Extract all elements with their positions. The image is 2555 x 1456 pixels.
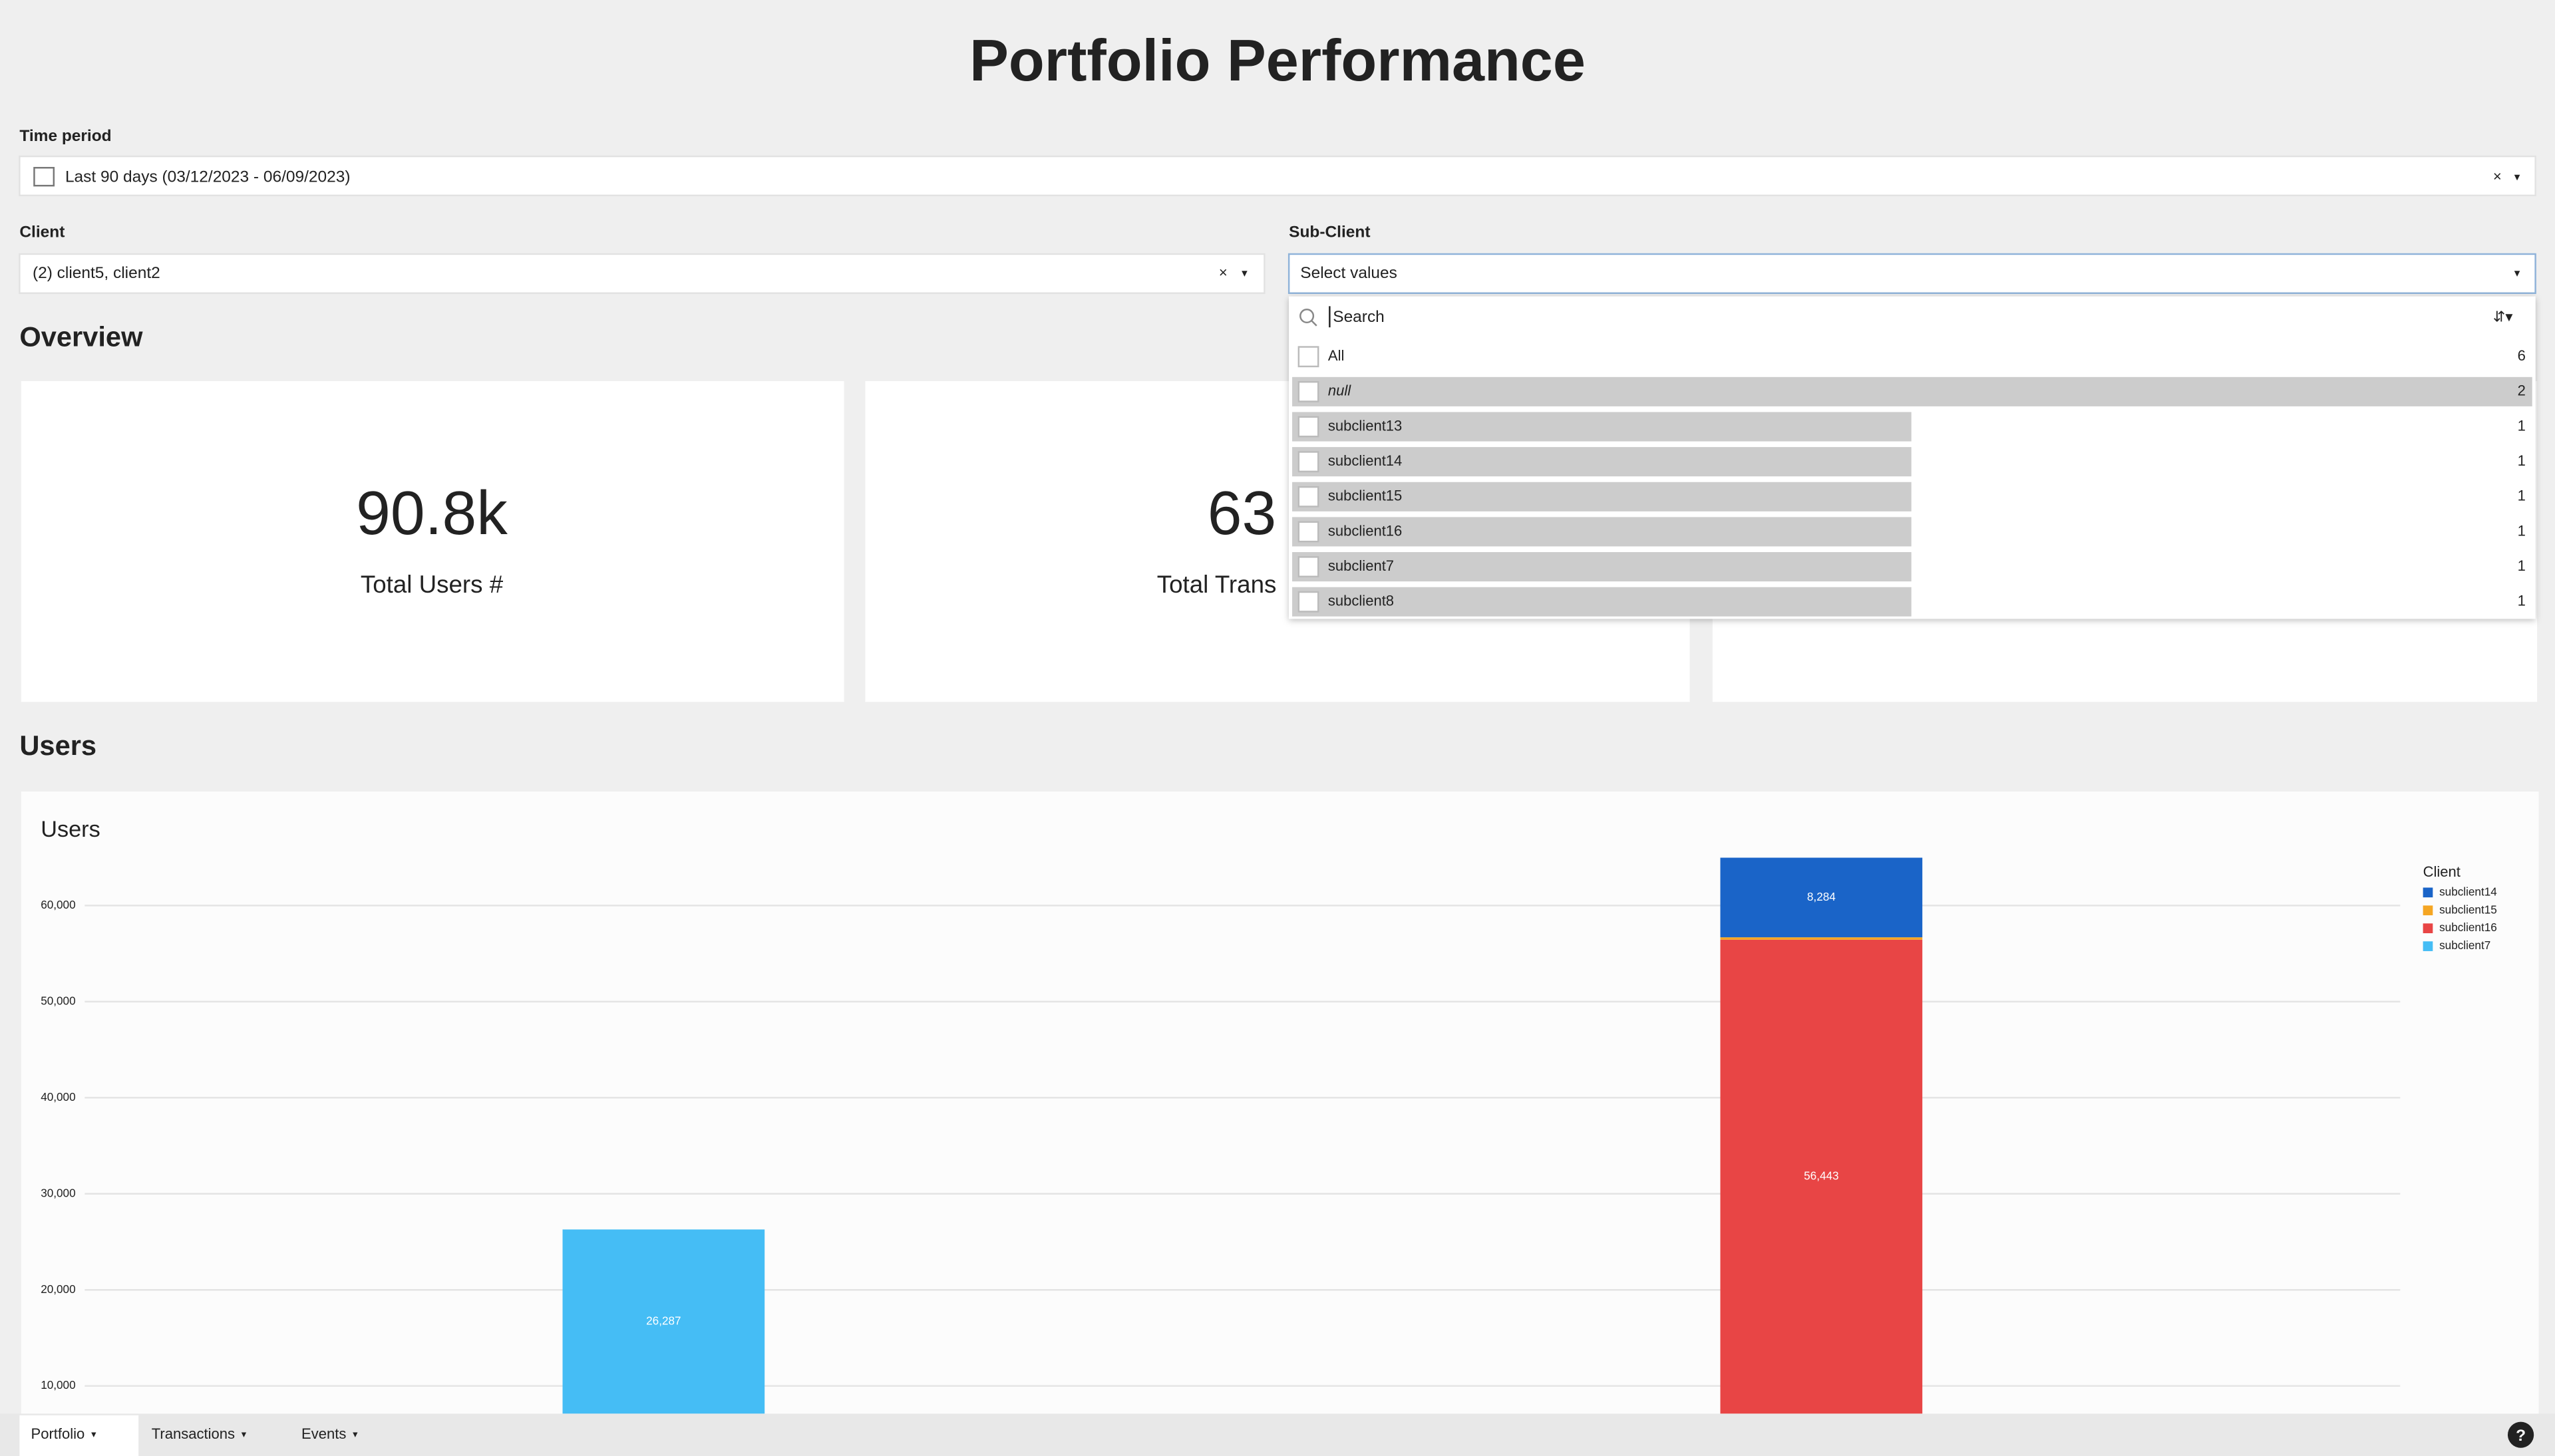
- data-label: 8,284: [1807, 890, 1836, 903]
- clear-icon[interactable]: ×: [2493, 168, 2502, 185]
- tab-caret[interactable]: ▾: [91, 1429, 96, 1440]
- option-highlight: [1292, 482, 1912, 511]
- checkbox[interactable]: [1297, 416, 1319, 438]
- legend-label: subclient7: [2439, 939, 2490, 952]
- checkbox[interactable]: [1297, 556, 1319, 578]
- bar-segment: [1720, 857, 1923, 938]
- option-label[interactable]: null: [1328, 382, 1351, 399]
- clear-icon[interactable]: ×: [1219, 264, 1228, 281]
- tab[interactable]: Transactions: [152, 1425, 235, 1442]
- option-count: 1: [2518, 522, 2526, 539]
- caret-icon[interactable]: ▾: [2514, 170, 2520, 183]
- data-label: 56,443: [1804, 1169, 1838, 1183]
- y-tick-label: 40,000: [41, 1090, 75, 1103]
- tabs: Portfolio ▾ Transactions ▾ Events ▾: [19, 1415, 358, 1456]
- filter-value: Last 90 days (03/12/2023 - 06/09/2023): [65, 168, 351, 186]
- kpi-value: 90.8k: [356, 478, 508, 547]
- tab[interactable]: Portfolio: [31, 1425, 85, 1442]
- option-count: 2: [2518, 382, 2526, 399]
- tab-caret[interactable]: ▾: [353, 1429, 358, 1440]
- option-count: 1: [2518, 452, 2526, 469]
- legend-label: subclient16: [2439, 921, 2497, 934]
- option-highlight: [1292, 412, 1912, 442]
- legend-swatch: [2423, 941, 2433, 951]
- option-count: 1: [2518, 488, 2526, 504]
- option-highlight: [1292, 376, 2532, 406]
- legend-label: subclient14: [2439, 885, 2497, 898]
- tab-bar: [0, 1413, 2555, 1456]
- search-input[interactable]: Search: [1333, 308, 1385, 326]
- y-tick-label: 10,000: [41, 1378, 75, 1391]
- option-label[interactable]: subclient8: [1328, 593, 1394, 609]
- page-title: Portfolio Performance: [969, 27, 1586, 93]
- calendar-icon: [33, 166, 55, 187]
- y-tick-label: 20,000: [41, 1282, 75, 1296]
- option-label[interactable]: subclient15: [1328, 488, 1402, 504]
- sort-icon[interactable]: ⇵▾: [2493, 308, 2513, 325]
- y-tick-label: 50,000: [41, 994, 75, 1007]
- checkbox[interactable]: [1297, 591, 1319, 613]
- chart-panel: [21, 791, 2539, 1443]
- caret-icon[interactable]: ▾: [1242, 266, 1248, 279]
- section-heading: Overview: [19, 321, 143, 352]
- legend-swatch: [2423, 905, 2433, 916]
- legend: Client subclient14 subclient15 subclient16…: [2423, 863, 2497, 952]
- sub-client-input[interactable]: [1287, 253, 2536, 294]
- help-button[interactable]: [2507, 1421, 2534, 1448]
- legend-swatch: [2423, 887, 2433, 898]
- active-tab: [19, 1415, 139, 1456]
- option-count: 1: [2518, 417, 2526, 434]
- bar-segment: [1720, 939, 1923, 1414]
- tab-caret[interactable]: ▾: [242, 1429, 247, 1440]
- kpi-card: [21, 380, 844, 702]
- placeholder: Select values: [1300, 264, 1397, 282]
- client-input[interactable]: [19, 253, 1266, 294]
- chart-title: Users: [41, 817, 100, 842]
- checkbox[interactable]: [1297, 451, 1319, 473]
- legend-swatch: [2423, 923, 2433, 934]
- data-label: 26,287: [646, 1314, 681, 1327]
- legend-title: Client: [2423, 863, 2461, 880]
- search-icon: [1299, 308, 1315, 324]
- checkbox[interactable]: [1297, 486, 1319, 508]
- option-count: 1: [2518, 593, 2526, 609]
- checkbox[interactable]: [1297, 380, 1319, 402]
- option-count: 1: [2518, 557, 2526, 574]
- bar-segment: [1720, 937, 1923, 940]
- option-label[interactable]: subclient7: [1328, 557, 1394, 574]
- option-highlight: [1292, 552, 1912, 582]
- kpi-label: Total Trans: [1157, 571, 1277, 598]
- option-label[interactable]: subclient13: [1328, 417, 1402, 434]
- y-tick-label: 60,000: [41, 898, 75, 911]
- search-icon: [1311, 320, 1317, 327]
- checkbox[interactable]: [1297, 346, 1319, 368]
- option-highlight: [1292, 447, 1912, 477]
- chart: 10,000 20,000 30,000 40,000 50,000 60,000 26,2…: [41, 857, 2401, 1414]
- tab[interactable]: Events: [301, 1425, 346, 1442]
- section-heading: Users: [19, 730, 96, 761]
- option-count: 6: [2518, 347, 2526, 364]
- filter-label: Client: [19, 223, 65, 241]
- option-label[interactable]: subclient14: [1328, 452, 1402, 469]
- caret-icon[interactable]: ▾: [2514, 266, 2520, 279]
- bar-segment: [562, 1229, 765, 1414]
- kpi-value: 63: [1208, 478, 1277, 547]
- legend-label: subclient15: [2439, 903, 2497, 916]
- filter-label: Sub-Client: [1289, 223, 1370, 241]
- filter-value: (2) client5, client2: [33, 264, 160, 282]
- option-highlight: [1292, 517, 1912, 547]
- dropdown: Search ⇵▾ All 6 null 2 subclient13 1 subclient…: [1289, 296, 2536, 619]
- time-period-input[interactable]: [19, 155, 2536, 197]
- option-highlight: [1292, 587, 1912, 617]
- filter-label: Time period: [19, 127, 111, 145]
- checkbox[interactable]: [1297, 521, 1319, 543]
- option-label[interactable]: All: [1328, 347, 1344, 364]
- kpi-label: Total Users #: [361, 571, 504, 598]
- help-icon: ?: [2516, 1427, 2526, 1445]
- y-tick-label: 30,000: [41, 1186, 75, 1199]
- option-label[interactable]: subclient16: [1328, 522, 1402, 539]
